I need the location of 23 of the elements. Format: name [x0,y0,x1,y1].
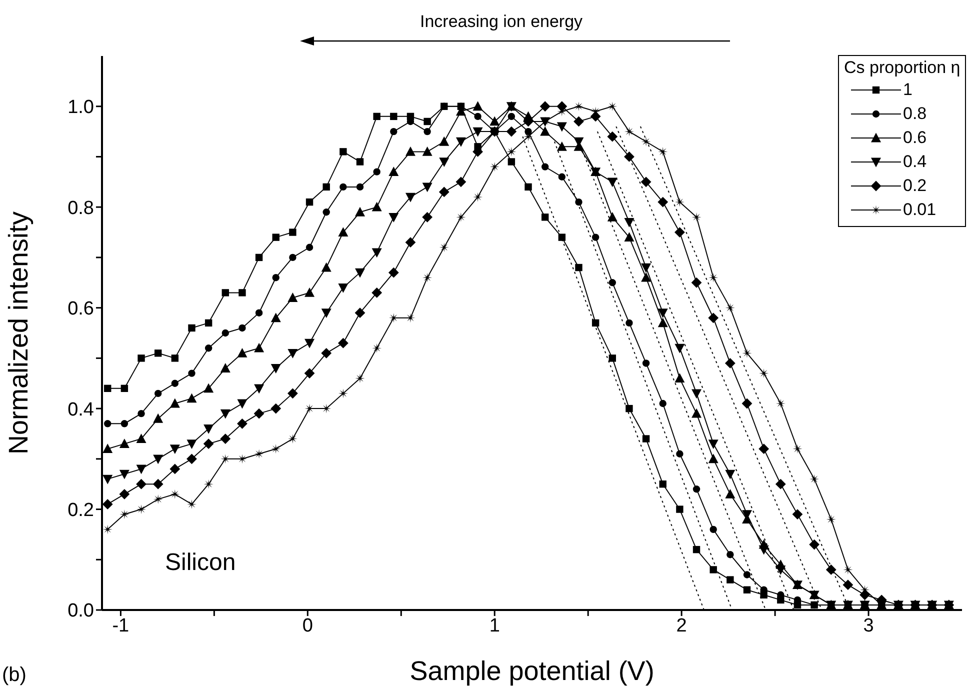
legend-label: 0.01 [903,200,936,220]
x-axis-title: Sample potential (V) [410,656,654,686]
y-tick-label: 0.4 [68,399,94,420]
y-tick-label: 0.8 [68,198,94,219]
legend-label: 0.4 [903,152,927,172]
x-tick-label: -1 [112,615,130,636]
legend-label: 1 [903,80,912,100]
x-tick-label: 0 [302,615,313,636]
x-tick-label: 1 [489,615,500,636]
y-axis-title: Normalized intensity [4,210,34,455]
legend-title: Cs proportion η [843,58,962,78]
legend-label: 0.8 [903,104,927,124]
legend-label: 0.6 [903,128,927,148]
y-tick-label: 1.0 [68,97,94,118]
text: Increasing ion energy [420,12,583,32]
legend-label: 0.2 [903,176,927,196]
x-tick-label: 3 [863,615,874,636]
y-tick-label: 0.6 [68,298,94,320]
y-tick-label: 0.0 [68,600,94,622]
x-tick-label: 2 [676,615,687,636]
y-tick-label: 0.2 [68,500,94,522]
text: (b) [2,664,26,687]
annotation: Silicon [165,549,236,577]
